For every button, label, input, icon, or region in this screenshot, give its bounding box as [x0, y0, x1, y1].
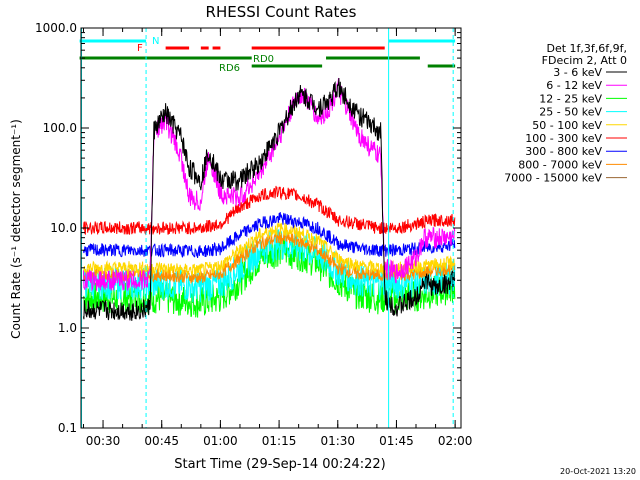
y-tick-label: 100.0 — [43, 121, 77, 135]
series-layer — [83, 77, 456, 321]
x-tick-label: 01:15 — [262, 434, 297, 448]
attenuator-label: RD6 — [219, 63, 240, 74]
footer-date: 20-Oct-2021 13:20 — [560, 467, 636, 476]
legend: Det 1f,3f,6f,9f, FDecim 2, Att 0 3 - 6 k… — [504, 42, 627, 185]
axis-layer: 0.1 1.0 10.0 100.0 1000.0 00:30 00:45 01:00 01:1… — [35, 21, 472, 448]
legend-entry-label: 6 - 12 keV — [546, 79, 602, 92]
legend-header-line-1: Det 1f,3f,6f,9f, — [546, 42, 627, 55]
legend-entry-label: 300 - 800 keV — [525, 145, 602, 158]
x-tick-label: 02:00 — [438, 434, 473, 448]
x-tick-label: 00:30 — [86, 434, 121, 448]
legend-entry-label: 7000 - 15000 keV — [504, 172, 602, 185]
x-tick-label: 01:00 — [203, 434, 238, 448]
annotation-layer: FN RD0 RD6 — [79, 28, 456, 428]
attenuator-label: F — [137, 43, 143, 54]
y-tick-label: 0.1 — [58, 421, 77, 435]
legend-entry-label: 12 - 25 keV — [539, 92, 602, 105]
series-line — [83, 211, 456, 259]
series-line — [83, 77, 456, 321]
y-tick-label: 1.0 — [58, 321, 77, 335]
legend-entry-label: 50 - 100 keV — [532, 119, 602, 132]
legend-entry-label: 25 - 50 keV — [539, 106, 602, 119]
y-axis-label: Count Rate (s⁻¹ detector segment⁻¹) — [9, 119, 23, 339]
x-tick-label: 00:45 — [144, 434, 179, 448]
legend-entry-label: 100 - 300 keV — [525, 132, 602, 145]
legend-entry-label: 800 - 7000 keV — [518, 158, 602, 171]
series-line — [83, 185, 456, 236]
x-tick-label: 01:30 — [320, 434, 355, 448]
legend-header-line-2: FDecim 2, Att 0 — [542, 54, 627, 67]
legend-entry-label: 3 - 6 keV — [553, 66, 602, 79]
series-line — [83, 77, 456, 292]
y-tick-label: 10.0 — [50, 221, 77, 235]
attenuator-label: RD0 — [253, 54, 274, 65]
x-tick-label: 01:45 — [379, 434, 414, 448]
chart-title: RHESSI Count Rates — [206, 3, 357, 21]
x-axis-label: Start Time (29-Sep-14 00:24:22) — [174, 457, 385, 472]
y-tick-label: 1000.0 — [35, 21, 77, 35]
attenuator-label: N — [152, 36, 159, 47]
